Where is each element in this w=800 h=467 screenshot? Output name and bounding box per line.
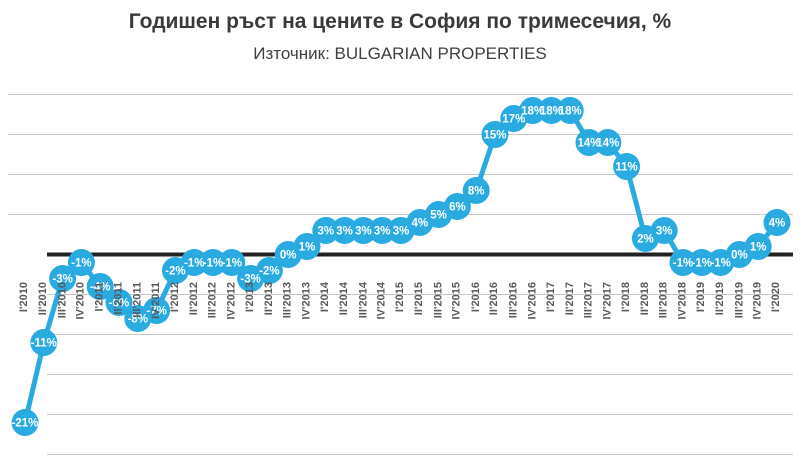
data-point-label: 0% — [731, 250, 748, 262]
data-point-marker — [744, 233, 772, 260]
data-point-label: 18% — [559, 106, 582, 118]
data-point-label: -11% — [31, 338, 57, 350]
data-point-marker — [312, 217, 340, 244]
data-point-marker — [481, 121, 509, 148]
data-point-marker — [180, 249, 208, 276]
data-point-marker — [688, 249, 716, 276]
data-point-marker — [368, 217, 396, 244]
data-point-marker — [67, 249, 95, 276]
data-point-label: 14% — [577, 138, 600, 150]
data-point-label: -2% — [259, 266, 279, 278]
data-point-label: 1% — [750, 242, 767, 254]
data-point-label: -3% — [240, 274, 260, 286]
data-point-label: 6% — [449, 202, 466, 214]
data-point-marker — [443, 193, 471, 220]
data-point-label: 3% — [374, 226, 391, 238]
data-point-label: -6% — [109, 298, 129, 310]
data-point-label: -21% — [12, 418, 39, 430]
data-point-marker — [650, 217, 678, 244]
data-point-marker — [462, 177, 490, 204]
data-point-marker — [613, 153, 641, 180]
data-point-marker — [11, 409, 39, 436]
data-point-label: -1% — [710, 258, 730, 270]
data-point-marker — [537, 97, 565, 124]
data-point-label: -1% — [222, 258, 242, 270]
data-point-label: 3% — [656, 226, 673, 238]
data-point-marker — [594, 129, 622, 156]
data-point-label: 11% — [615, 162, 637, 174]
data-point-marker — [218, 249, 246, 276]
data-point-marker — [255, 257, 283, 284]
data-point-marker — [331, 217, 359, 244]
chart-title: Годишен ръст на цените в София по тримес… — [128, 10, 672, 33]
data-point-marker — [199, 249, 227, 276]
data-point-label: -8% — [128, 314, 148, 326]
data-point-marker — [763, 209, 791, 236]
data-point-label: 4% — [769, 218, 786, 230]
data-point-label: -3% — [52, 274, 72, 286]
data-point-marker — [293, 233, 321, 260]
data-point-marker — [30, 329, 58, 356]
data-point-label: 0% — [280, 250, 297, 262]
data-point-marker — [575, 129, 603, 156]
data-point-marker — [86, 273, 114, 300]
data-point-label: 8% — [468, 186, 485, 198]
data-point-label: 14% — [596, 138, 619, 150]
chart-subtitle: Източник: BULGARIAN PROPERTIES — [253, 44, 547, 63]
data-point-marker — [143, 297, 171, 324]
data-point-label: -1% — [692, 258, 712, 270]
data-point-marker — [519, 97, 547, 124]
data-point-label: 15% — [483, 130, 506, 142]
data-point-label: -1% — [71, 258, 91, 270]
data-point-label: -7% — [146, 306, 166, 318]
data-point-marker — [349, 217, 377, 244]
data-point-label: 3% — [336, 226, 353, 238]
data-point-label: 17% — [502, 114, 525, 126]
data-point-label: -4% — [90, 282, 110, 294]
data-point-label: 3% — [317, 226, 334, 238]
data-point-label: 4% — [411, 218, 428, 230]
data-point-label: -1% — [673, 258, 693, 270]
data-point-label: -1% — [203, 258, 223, 270]
data-point-marker — [556, 97, 584, 124]
data-point-label: -1% — [184, 258, 204, 270]
data-point-marker — [105, 289, 133, 316]
data-point-label: 1% — [299, 242, 316, 254]
data-point-label: 3% — [393, 226, 410, 238]
data-point-label: 18% — [540, 106, 563, 118]
series-line — [22, 108, 780, 425]
data-point-marker — [669, 249, 697, 276]
data-point-marker — [49, 265, 77, 292]
data-point-label: 18% — [521, 106, 544, 118]
data-point-label: 2% — [637, 234, 654, 246]
data-point-label: 3% — [355, 226, 372, 238]
data-point-label: 5% — [430, 210, 447, 222]
data-point-label: -2% — [165, 266, 185, 278]
